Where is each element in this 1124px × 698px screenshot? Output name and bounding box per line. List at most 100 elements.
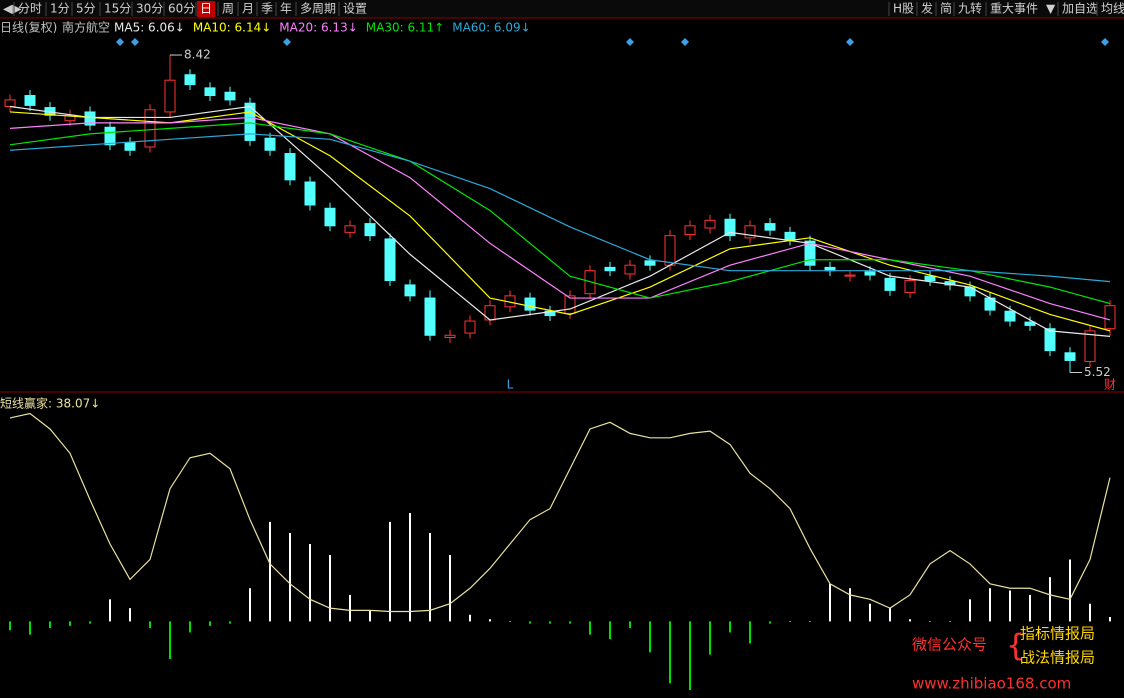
candle-body	[204, 87, 216, 97]
period-button[interactable]: 分时	[18, 2, 42, 16]
tool-button[interactable]: 发	[921, 1, 933, 16]
candle-body	[1004, 310, 1016, 322]
period-button[interactable]: 设置	[343, 2, 367, 16]
signal-diamond	[1101, 38, 1109, 46]
signal-bar	[789, 621, 791, 622]
dropdown[interactable]: ▼	[1046, 2, 1056, 16]
signal-diamond	[131, 38, 139, 46]
candle-body	[284, 153, 296, 181]
toolbar-bg	[0, 0, 1124, 18]
signal-bar	[509, 621, 511, 622]
candle-body	[364, 223, 376, 237]
candle-body	[664, 235, 676, 266]
signal-bar	[289, 532, 291, 622]
watermark-line: 指标情报局	[1020, 625, 1095, 643]
signal-diamond	[116, 38, 124, 46]
signal-bar	[569, 621, 571, 624]
period-button[interactable]: 日	[200, 2, 212, 16]
tool-button[interactable]: 加自选	[1062, 2, 1098, 16]
candle-body	[144, 109, 156, 148]
tool-button[interactable]: 简	[940, 2, 952, 16]
signal-bar	[889, 608, 891, 622]
candle-body	[444, 334, 456, 338]
nav-arrows[interactable]: ◀▶	[3, 2, 22, 16]
candle-body	[904, 280, 916, 294]
candle-body	[884, 277, 896, 291]
candle-body	[84, 111, 96, 126]
stock-name: 南方航空	[62, 20, 110, 35]
chart-title: 日线(复权)	[0, 21, 57, 35]
candle-body	[684, 225, 696, 236]
signal-bar	[949, 621, 951, 622]
candle-body	[264, 137, 276, 151]
period-button[interactable]: 年	[280, 2, 292, 16]
signal-bar	[69, 621, 71, 626]
signal-bar	[749, 621, 751, 644]
annotation: 财	[1104, 378, 1116, 392]
high-label: 8.42	[184, 48, 211, 62]
signal-bar	[969, 599, 971, 622]
candle-body	[1104, 305, 1116, 330]
candle-body	[624, 264, 636, 275]
ma-line	[9, 111, 1111, 332]
tool-button[interactable]: H股	[893, 2, 914, 16]
candle-body	[784, 231, 796, 241]
period-button[interactable]: 季	[261, 2, 273, 16]
candle-body	[1024, 321, 1036, 326]
signal-bar	[809, 621, 811, 622]
candle-body	[804, 240, 816, 266]
signal-bar	[1029, 594, 1031, 622]
signal-bar	[669, 621, 671, 684]
tool-button[interactable]: 均线	[1101, 2, 1124, 16]
period-button[interactable]: 60分	[168, 2, 195, 16]
period-button[interactable]: 30分	[136, 2, 163, 16]
candle-body	[864, 271, 876, 276]
signal-bar	[709, 621, 711, 655]
candle-body	[424, 297, 436, 336]
tool-button[interactable]: 重大事件	[990, 2, 1038, 16]
signal-bar	[89, 621, 91, 624]
candle-body	[124, 142, 136, 151]
signal-bar	[9, 621, 11, 631]
signal-bar	[229, 621, 231, 624]
ma-legend: MA60: 6.09↓	[452, 21, 530, 35]
period-button[interactable]: 5分	[76, 2, 96, 16]
signal-bar	[349, 594, 351, 622]
candle-body	[764, 223, 776, 231]
signal-bar	[429, 532, 431, 622]
period-button[interactable]: 周	[222, 2, 234, 16]
candle-body	[644, 260, 656, 266]
signal-bar	[329, 555, 331, 622]
signal-bar	[649, 621, 651, 653]
candle-body	[184, 74, 196, 86]
signal-diamond	[846, 38, 854, 46]
tool-button[interactable]: 九转	[958, 1, 982, 16]
candle-body	[524, 297, 536, 311]
candle-body	[1064, 352, 1076, 361]
signal-bar	[449, 555, 451, 622]
signal-diamond	[681, 38, 689, 46]
signal-bar	[129, 608, 131, 622]
candle-body	[384, 238, 396, 282]
candle-body	[304, 181, 316, 206]
period-button[interactable]: 15分	[104, 2, 131, 16]
signal-bar	[29, 621, 31, 635]
ma-legend: MA10: 6.14↓	[193, 21, 271, 35]
candle-body	[464, 320, 476, 334]
period-button[interactable]: 多周期	[300, 2, 336, 16]
signal-bar	[249, 588, 251, 622]
signal-bar	[1009, 590, 1011, 622]
signal-bar	[169, 621, 171, 660]
ma-legend: MA5: 6.06↓	[114, 21, 185, 35]
signal-diamond	[283, 38, 291, 46]
period-button[interactable]: 1分	[50, 2, 70, 16]
signal-bar	[1089, 603, 1091, 622]
signal-bar	[49, 621, 51, 629]
period-button[interactable]: 月	[242, 2, 254, 16]
signal-bar	[1049, 577, 1051, 622]
signal-bar	[829, 583, 831, 622]
candle-body	[104, 126, 116, 146]
signal-bar	[529, 621, 531, 624]
signal-bar	[729, 621, 731, 633]
